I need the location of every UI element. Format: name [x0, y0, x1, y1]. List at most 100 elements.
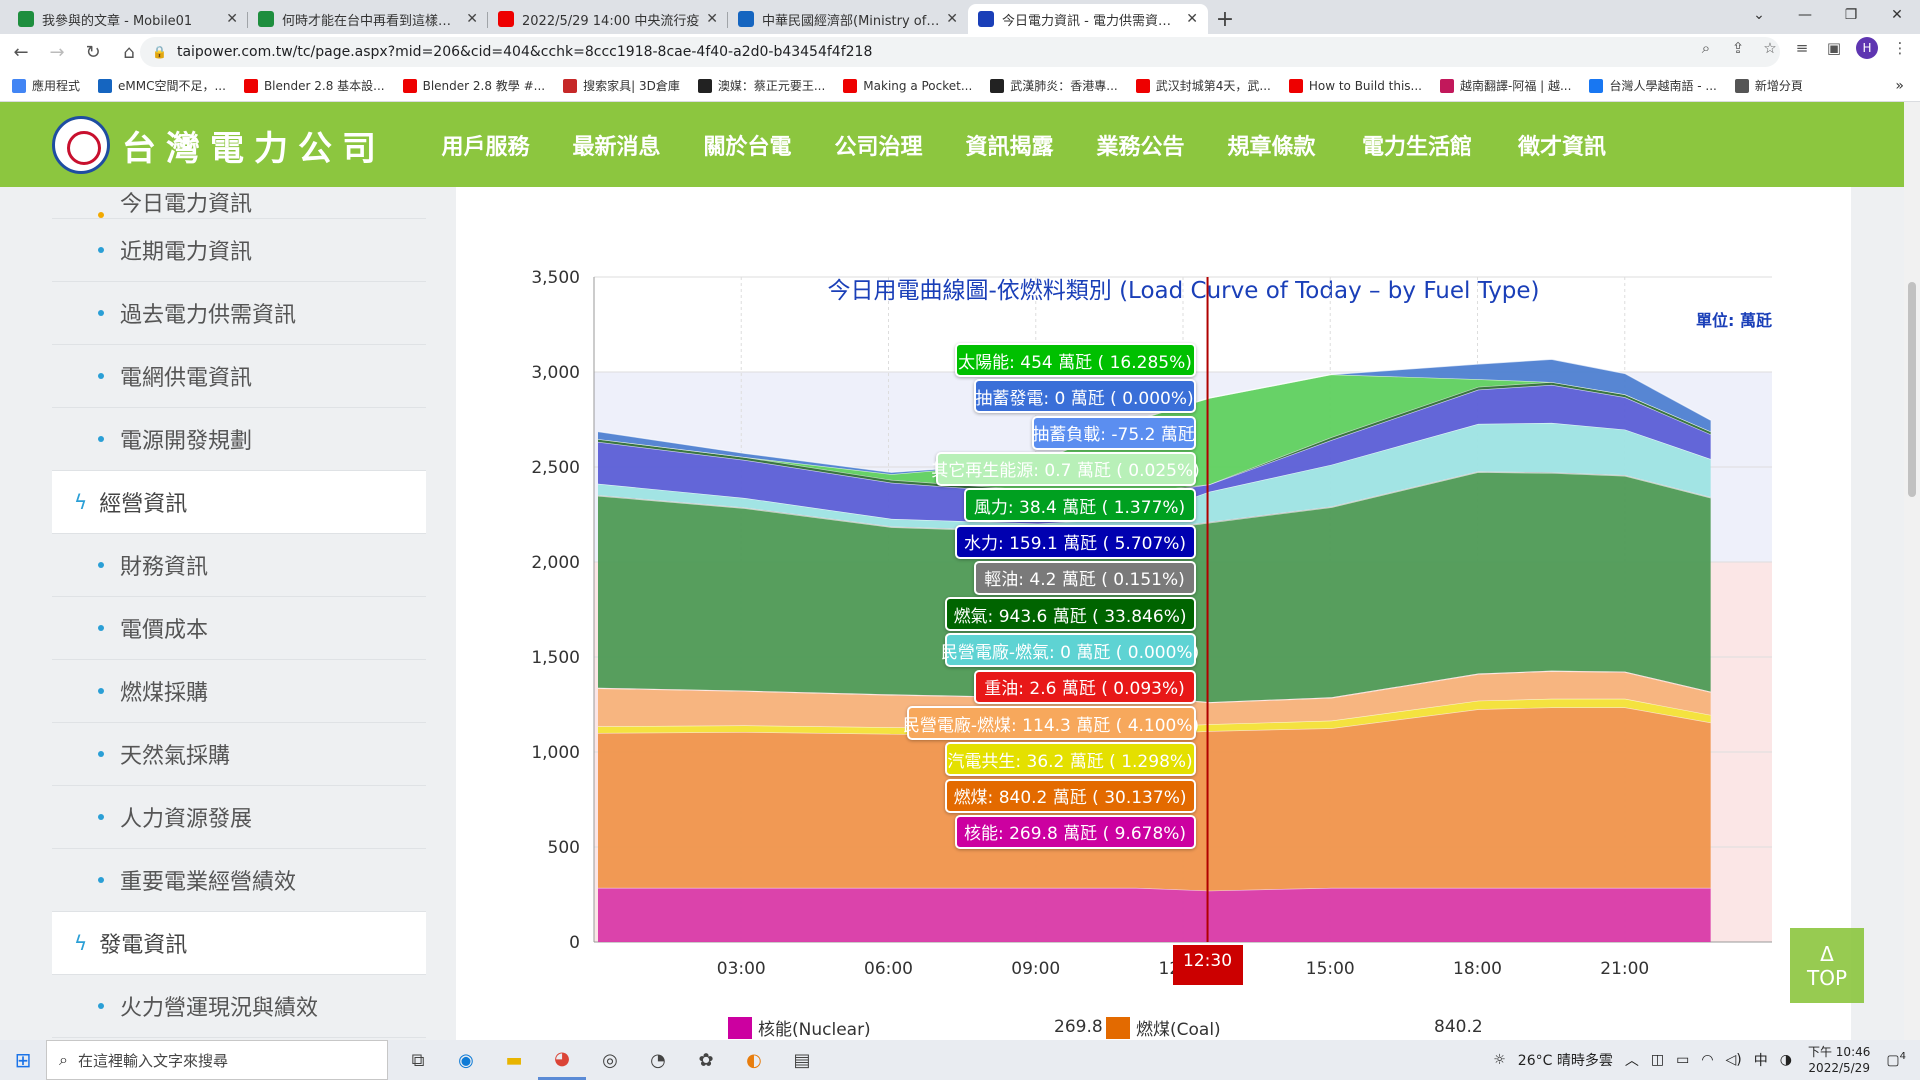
sidepanel-icon[interactable]: ▣ [1826, 39, 1842, 57]
tab-close-icon[interactable]: ✕ [706, 11, 718, 27]
reload-icon[interactable]: ↻ [85, 41, 101, 63]
sidebar-item[interactable]: 重要電業經營績效 [52, 849, 426, 912]
tab-close-icon[interactable]: ✕ [466, 11, 478, 27]
weather-icon[interactable]: ☼ [1493, 1052, 1506, 1068]
app-icon-1[interactable]: ◎ [602, 1049, 618, 1071]
main-nav-item[interactable]: 規章條款 [1227, 134, 1316, 160]
back-icon[interactable]: ← [13, 41, 29, 63]
restore-icon[interactable]: ❐ [1844, 7, 1858, 23]
sidebar-item[interactable]: 過去電力供需資訊 [52, 282, 426, 345]
sidebar-item[interactable]: 電源開發規劃 [52, 408, 426, 471]
reading-list-icon[interactable]: ≡ [1795, 39, 1809, 57]
bookmark-item[interactable]: 武漢肺炎：香港專... [990, 77, 1118, 94]
sidebar-item[interactable]: 財務資訊 [52, 534, 426, 597]
bookmark-item[interactable]: Blender 2.8 基本設... [243, 77, 385, 94]
edge-icon[interactable]: ◉ [458, 1049, 474, 1071]
sidebar-item[interactable]: 電網供電資訊 [52, 345, 426, 408]
main-nav: 用戶服務 最新消息 關於台電 公司治理 資訊揭露 業務公告 規章條款 電力生活館 徵才資訊 [420, 102, 1627, 201]
main-nav-item[interactable]: 公司治理 [834, 134, 923, 160]
profile-avatar[interactable]: H [1856, 37, 1878, 59]
more-bookmarks-icon[interactable]: » [1895, 77, 1904, 94]
close-window-icon[interactable]: ✕ [1891, 7, 1903, 23]
chart-panel: 今日用電曲線圖-依燃料類別 (Load Curve of Today – by … [456, 187, 1851, 1040]
tray-chevron-icon[interactable]: ︿ [1624, 1053, 1639, 1069]
bookmark-item[interactable]: 澳媒：蔡正元要王... [697, 77, 825, 94]
page-scrollbar[interactable] [1904, 102, 1920, 1040]
task-view-icon[interactable]: ⧉ [411, 1049, 425, 1071]
browser-tab[interactable]: 我參與的文章 - Mobile01 ✕ [8, 4, 248, 34]
address-bar[interactable]: 🔒 taipower.com.tw/tc/page.aspx?mid=206&c… [140, 37, 1780, 67]
ime-indicator[interactable]: 中 [1753, 1053, 1768, 1069]
bookmark-item[interactable]: Blender 2.8 教學 #... [402, 77, 545, 94]
app-icon-2[interactable]: ◔ [650, 1049, 666, 1071]
clock[interactable]: 下午 10:46 2022/5/29 [1807, 1045, 1871, 1075]
bookmark-item[interactable]: eMMC空間不足，... [98, 77, 226, 94]
windows-taskbar: ⊞ ⌕ 在這裡輸入文字來搜尋 ⧉ ◉ ▬ ◕ ◎ ◔ ✿ ◐ ▤ ☼ 26°C … [0, 1040, 1920, 1080]
tab-close-icon[interactable]: ✕ [226, 11, 238, 27]
bookmark-item[interactable]: Making a Pocket... [843, 77, 972, 94]
back-to-top-button[interactable]: Δ TOP [1790, 928, 1864, 1003]
app-icon-3[interactable]: ✿ [698, 1049, 714, 1071]
ime-mode-icon[interactable]: ◑ [1779, 1052, 1792, 1068]
lock-icon[interactable]: 🔒 [152, 45, 167, 59]
bookmark-item[interactable]: 武汉封城第4天，武... [1135, 77, 1271, 94]
main-nav-item[interactable]: 關於台電 [703, 134, 792, 160]
browser-tab[interactable]: 何時才能在台中再看到這樣的藍 ✕ [248, 4, 488, 34]
bookmark-item[interactable]: 台灣人學越南語 - ... [1589, 77, 1717, 94]
legend-item[interactable]: 燃煤(Coal) [1106, 1015, 1221, 1040]
sidebar-item[interactable]: 近期電力資訊 [52, 219, 426, 282]
sidebar-item-today[interactable]: 今日電力資訊 [52, 187, 426, 219]
bookmark-item[interactable]: 應用程式 [12, 77, 80, 94]
sidebar-item[interactable]: 燃煤採購 [52, 660, 426, 723]
main-nav-item[interactable]: 用戶服務 [441, 134, 530, 160]
windows-start-icon[interactable]: ⊞ [14, 1048, 32, 1072]
main-nav-item[interactable]: 電力生活館 [1361, 134, 1472, 160]
new-tab-button[interactable]: + [1215, 6, 1235, 32]
home-icon[interactable]: ⌂ [123, 41, 135, 63]
volume-icon[interactable]: ◁) [1725, 1052, 1742, 1068]
url-text[interactable]: taipower.com.tw/tc/page.aspx?mid=206&cid… [176, 44, 873, 60]
sidebar-item[interactable]: 人力資源發展 [52, 786, 426, 849]
bullet-icon [98, 562, 104, 568]
bookmark-star-icon[interactable]: ☆ [1763, 39, 1777, 57]
main-nav-item[interactable]: 業務公告 [1096, 134, 1185, 160]
taipower-logo[interactable]: 台灣電力公司 [52, 116, 386, 174]
bookmark-item[interactable]: 越南翻譯-阿福 | 越... [1439, 77, 1571, 94]
taskbar-search[interactable]: ⌕ 在這裡輸入文字來搜尋 [46, 1040, 388, 1080]
share-icon[interactable]: ⇪ [1731, 39, 1745, 57]
network-icon[interactable]: ◫ [1650, 1052, 1665, 1068]
bookmark-item[interactable]: 新增分頁 [1734, 77, 1803, 94]
sidebar-head-generation[interactable]: ϟ 發電資訊 [52, 912, 426, 975]
scrollbar-thumb[interactable] [1908, 282, 1916, 497]
browser-tab[interactable]: 中華民國經濟部(Ministry of Eco ✕ [728, 4, 968, 34]
main-nav-item[interactable]: 徵才資訊 [1517, 134, 1606, 160]
tab-search-icon[interactable]: ⌄ [1753, 7, 1765, 23]
browser-tab[interactable]: 今日電力資訊 - 電力供需資訊 - 台 ✕ [968, 4, 1208, 34]
tab-close-icon[interactable]: ✕ [946, 11, 958, 27]
sidebar-item[interactable]: 火力營運現況與績效 [52, 975, 426, 1038]
sidebar-item[interactable]: 天然氣採購 [52, 723, 426, 786]
blender-icon[interactable]: ◐ [746, 1049, 762, 1071]
bookmark-favicon-icon [1288, 78, 1303, 93]
wifi-icon[interactable]: ◠ [1701, 1052, 1714, 1068]
menu-icon[interactable]: ⋮ [1892, 39, 1908, 57]
sidebar-head-business[interactable]: ϟ 經營資訊 [52, 471, 426, 534]
chrome-icon[interactable]: ◕ [538, 1040, 586, 1080]
weather-text[interactable]: 26°C 晴時多雲 [1517, 1053, 1613, 1069]
sidebar-item[interactable]: 電價成本 [52, 597, 426, 660]
main-nav-item[interactable]: 資訊揭露 [944, 102, 1075, 201]
browser-tab[interactable]: 2022/5/29 14:00 中央流行疫 ✕ [488, 4, 728, 34]
file-explorer-icon[interactable]: ▬ [505, 1049, 523, 1071]
zoom-icon[interactable]: ⌕ [1701, 39, 1711, 57]
bookmark-item[interactable]: How to Build this... [1288, 77, 1422, 94]
tab-close-icon[interactable]: ✕ [1186, 11, 1198, 27]
app-icon-4[interactable]: ▤ [793, 1049, 811, 1071]
main-nav-item[interactable]: 最新消息 [572, 134, 661, 160]
tab-favicon-icon [978, 11, 994, 27]
forward-icon[interactable]: → [49, 41, 65, 63]
battery-icon[interactable]: ▭ [1676, 1052, 1690, 1068]
notification-icon[interactable]: ▢4 [1886, 1051, 1906, 1069]
legend-item[interactable]: 核能(Nuclear) [728, 1015, 871, 1040]
bookmark-item[interactable]: 搜索家具| 3D倉庫 [563, 77, 680, 94]
minimize-icon[interactable]: — [1798, 7, 1812, 23]
